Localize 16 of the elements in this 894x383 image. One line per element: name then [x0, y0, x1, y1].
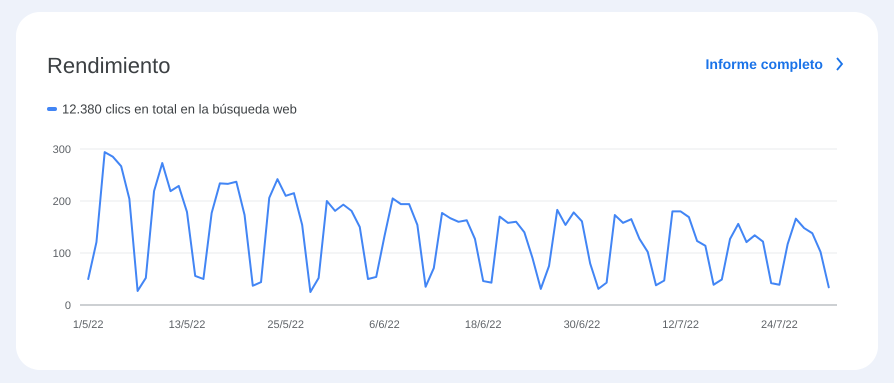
chart-title: Rendimiento: [47, 53, 171, 78]
y-tick-label: 300: [52, 144, 71, 156]
x-tick-label: 30/6/22: [564, 319, 600, 331]
x-tick-label: 12/7/22: [662, 319, 700, 331]
line-series: [87, 151, 830, 293]
y-tick-label: 100: [52, 248, 71, 260]
text: Informe completo: [706, 56, 823, 72]
y-tick-label: 200: [52, 196, 71, 208]
legend-label: 12.380 clics en total en la búsqueda web: [62, 102, 297, 116]
x-tick-label: 13/5/22: [168, 319, 206, 331]
x-tick-label: 24/7/22: [761, 319, 798, 331]
x-tick-label: 6/6/22: [369, 319, 400, 331]
x-tick-label: 25/5/22: [267, 319, 304, 331]
y-tick-label: 0: [64, 300, 71, 312]
x-tick-label: 1/5/22: [72, 319, 104, 331]
x-tick-label: 18/6/22: [464, 319, 502, 331]
